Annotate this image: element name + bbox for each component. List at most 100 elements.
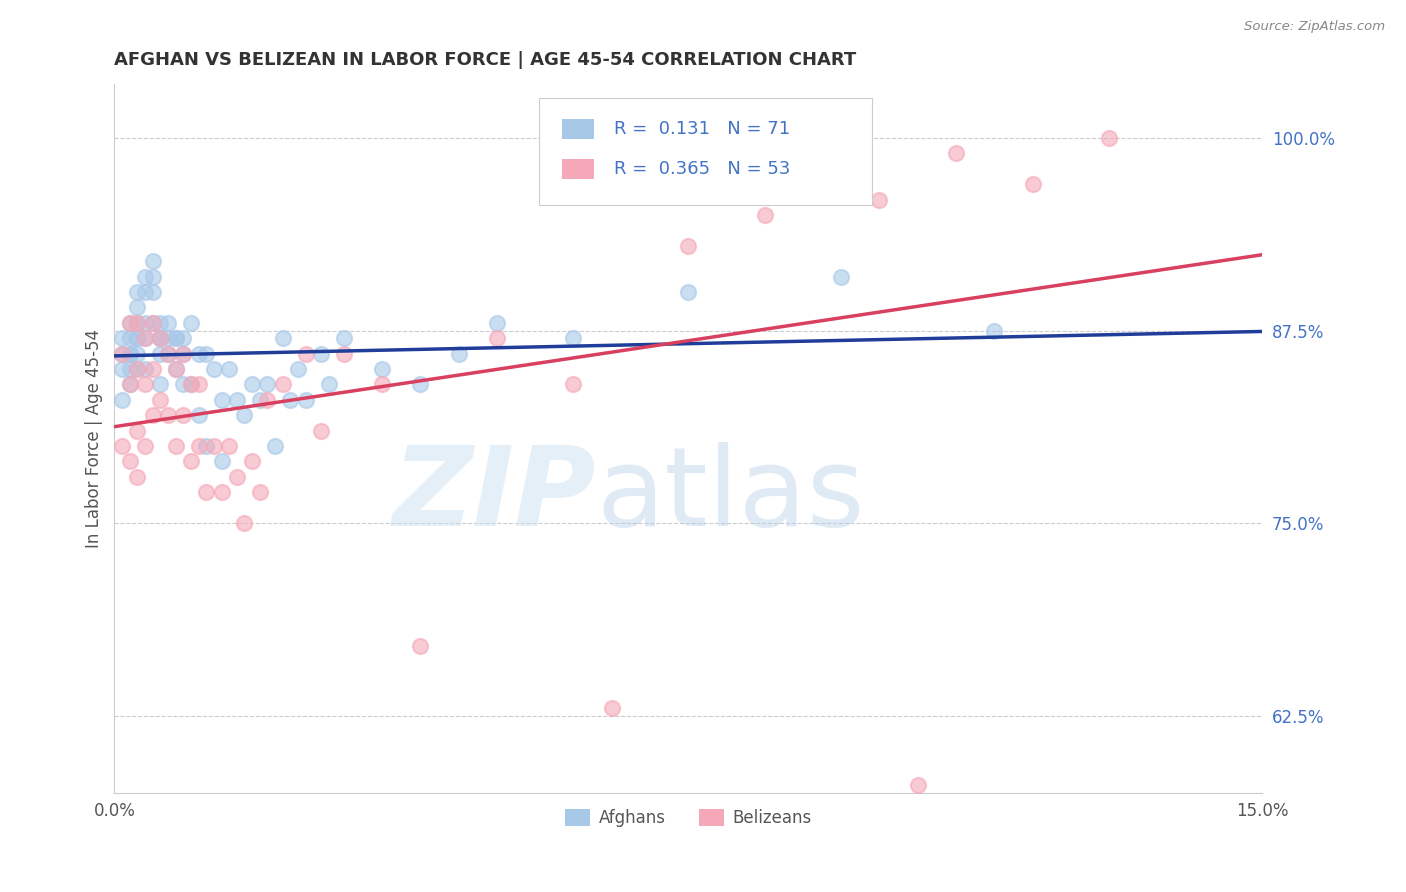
Point xyxy=(165,331,187,345)
Point xyxy=(118,454,141,468)
Point xyxy=(118,331,141,345)
Point xyxy=(562,331,585,345)
Point xyxy=(142,285,165,299)
Point xyxy=(127,331,149,345)
Point xyxy=(172,377,194,392)
Point xyxy=(1021,178,1043,192)
Point xyxy=(754,208,776,222)
Point xyxy=(287,362,309,376)
Point xyxy=(309,346,332,360)
Point xyxy=(318,377,340,392)
Point xyxy=(869,193,891,207)
Point xyxy=(149,377,172,392)
Point xyxy=(240,454,263,468)
Point xyxy=(172,331,194,345)
Point xyxy=(142,316,165,330)
Point xyxy=(233,516,256,530)
Point xyxy=(127,424,149,438)
Point xyxy=(142,269,165,284)
Point xyxy=(256,392,278,407)
Point xyxy=(907,778,929,792)
Point xyxy=(371,362,394,376)
Point xyxy=(118,346,141,360)
Text: Source: ZipAtlas.com: Source: ZipAtlas.com xyxy=(1244,20,1385,33)
Y-axis label: In Labor Force | Age 45-54: In Labor Force | Age 45-54 xyxy=(86,329,103,548)
Point xyxy=(127,470,149,484)
Point xyxy=(195,439,218,453)
Point xyxy=(172,409,194,423)
Point xyxy=(180,377,202,392)
Point xyxy=(127,285,149,299)
Point xyxy=(134,377,156,392)
Point xyxy=(172,346,194,360)
Point xyxy=(945,146,967,161)
Point xyxy=(195,346,218,360)
Point xyxy=(562,377,585,392)
Point xyxy=(127,331,149,345)
Point xyxy=(333,346,356,360)
Point xyxy=(156,346,179,360)
Point xyxy=(485,316,508,330)
Point xyxy=(149,331,172,345)
Point xyxy=(156,346,179,360)
Point xyxy=(264,439,287,453)
Point xyxy=(118,316,141,330)
Point xyxy=(149,316,172,330)
Point xyxy=(180,454,202,468)
Point xyxy=(127,301,149,315)
FancyBboxPatch shape xyxy=(538,98,872,204)
Point xyxy=(118,377,141,392)
Point xyxy=(134,316,156,330)
Point xyxy=(249,392,271,407)
Point xyxy=(111,346,134,360)
Point xyxy=(983,324,1005,338)
FancyBboxPatch shape xyxy=(562,160,595,179)
Point xyxy=(134,269,156,284)
Point xyxy=(187,346,209,360)
Point xyxy=(127,316,149,330)
FancyBboxPatch shape xyxy=(562,119,595,138)
Point xyxy=(187,409,209,423)
Point xyxy=(142,362,165,376)
Point xyxy=(333,331,356,345)
Point xyxy=(409,640,432,654)
Point xyxy=(225,392,247,407)
Point xyxy=(187,377,209,392)
Point xyxy=(134,362,156,376)
Point xyxy=(676,239,699,253)
Point xyxy=(149,331,172,345)
Point xyxy=(118,377,141,392)
Point xyxy=(195,485,218,500)
Legend: Afghans, Belizeans: Afghans, Belizeans xyxy=(558,803,818,834)
Point xyxy=(600,701,623,715)
Point xyxy=(165,362,187,376)
Point xyxy=(187,439,209,453)
Point xyxy=(111,439,134,453)
Point xyxy=(134,439,156,453)
Point xyxy=(134,285,156,299)
Point xyxy=(218,439,240,453)
Point xyxy=(485,331,508,345)
Point xyxy=(202,362,225,376)
Point xyxy=(142,409,165,423)
Point xyxy=(309,424,332,438)
Text: R =  0.365   N = 53: R = 0.365 N = 53 xyxy=(613,161,790,178)
Point xyxy=(142,254,165,268)
Point xyxy=(211,392,233,407)
Point xyxy=(294,346,316,360)
Point xyxy=(180,377,202,392)
Point xyxy=(180,316,202,330)
Point xyxy=(280,392,302,407)
Point xyxy=(225,470,247,484)
Point xyxy=(127,346,149,360)
Point xyxy=(149,392,172,407)
Point xyxy=(202,439,225,453)
Point xyxy=(156,331,179,345)
Point xyxy=(271,377,294,392)
Point xyxy=(249,485,271,500)
Text: ZIP: ZIP xyxy=(392,442,596,549)
Point xyxy=(830,269,852,284)
Point xyxy=(294,392,316,407)
Point xyxy=(256,377,278,392)
Point xyxy=(118,362,141,376)
